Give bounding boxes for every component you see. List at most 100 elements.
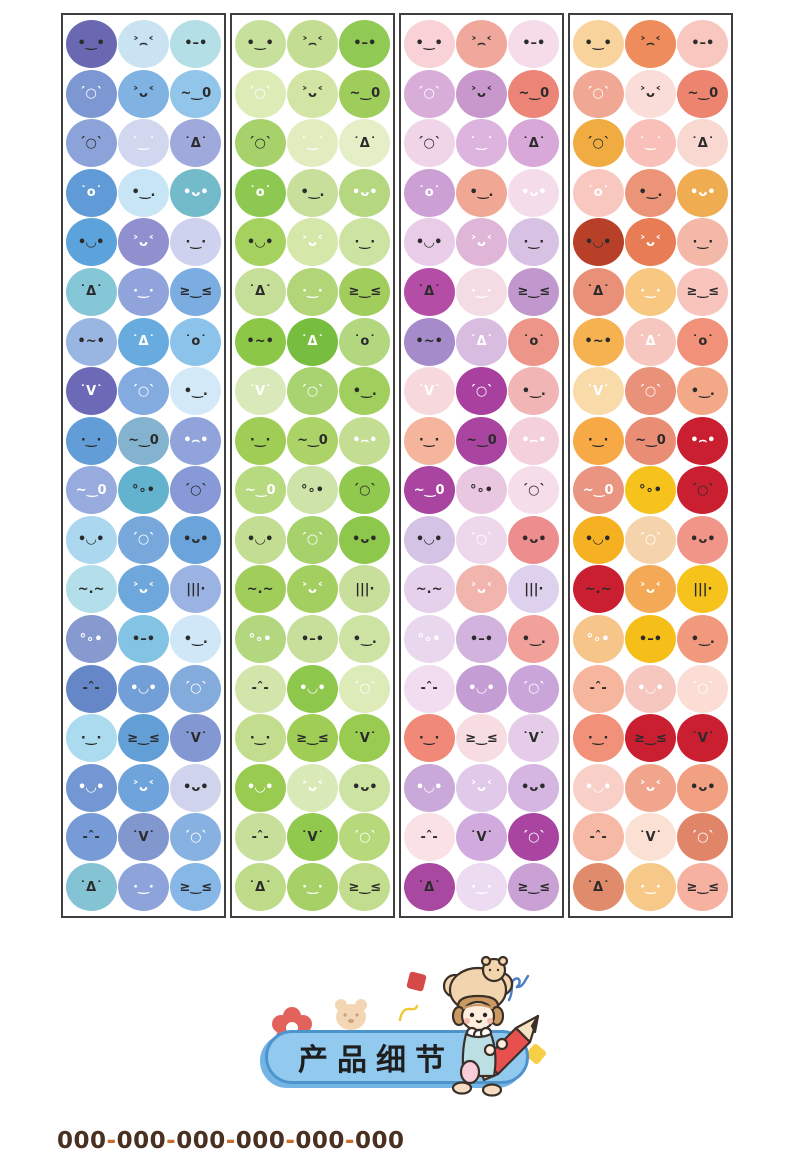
sticker-face: °∘• — [403, 615, 455, 664]
sticker-face: ·‿· — [65, 714, 117, 763]
sticker-face: °∘• — [234, 615, 286, 664]
sticker-face: ´○` — [170, 664, 222, 713]
sticker-face: ~.~ — [572, 565, 624, 614]
code-dash: - — [225, 1128, 236, 1154]
sticker-face: ˙Δ˙ — [170, 119, 222, 168]
sticker-face: ~.~ — [65, 565, 117, 614]
sticker-face: •ᴗ• — [170, 515, 222, 564]
sticker-face: -ˆ- — [65, 664, 117, 713]
sticker-face: ·‿· — [286, 267, 338, 316]
sticker-face: ˙Δ˙ — [508, 119, 560, 168]
sticker-face: •‿. — [170, 615, 222, 664]
sticker-face: ˙o˙ — [572, 168, 624, 217]
sticker-face: ´○` — [234, 69, 286, 118]
sticker-face: •‿. — [677, 367, 729, 416]
sticker-face: ˃ᴗ˂ — [455, 763, 507, 812]
sticker-face: ˙V˙ — [65, 367, 117, 416]
sticker-face: •◡• — [403, 763, 455, 812]
sticker-face: ´○` — [624, 515, 676, 564]
sticker-face: •◡• — [572, 515, 624, 564]
code-dash: - — [106, 1128, 117, 1154]
sticker-face: •⌢• — [170, 416, 222, 465]
sticker-face: ´○` — [339, 466, 391, 515]
sticker-face: •–• — [286, 615, 338, 664]
sticker-face: |||· — [508, 565, 560, 614]
sticker-face: •‿. — [286, 168, 338, 217]
sticker-face: •‿. — [624, 168, 676, 217]
sticker-face: ˙o˙ — [508, 317, 560, 366]
sticker-face: •ᴗ• — [677, 168, 729, 217]
code-digit: 0 — [176, 1128, 193, 1154]
sticker-face: ·‿· — [65, 416, 117, 465]
sticker-face: ´○` — [455, 367, 507, 416]
sticker-face: ´○` — [403, 119, 455, 168]
code-dash: - — [285, 1128, 296, 1154]
sticker-face: ˙V˙ — [286, 813, 338, 862]
sticker-face: ·‿· — [403, 416, 455, 465]
sticker-face: ˙V˙ — [339, 714, 391, 763]
sticker-face: •◡• — [572, 218, 624, 267]
sticker-face: •◡• — [572, 763, 624, 812]
sticker-face: ·‿· — [403, 714, 455, 763]
sticker-face: -ˆ- — [403, 813, 455, 862]
sticker-face: ˙Δ˙ — [65, 863, 117, 912]
sticker-face: •‿. — [170, 367, 222, 416]
sticker-face: ´○` — [508, 466, 560, 515]
sticker-face: •~• — [65, 317, 117, 366]
sticker-face: •ᴗ• — [339, 515, 391, 564]
sticker-face: ·‿· — [117, 863, 169, 912]
sticker-face: •–• — [508, 19, 560, 68]
sticker-face: ·‿· — [572, 416, 624, 465]
sticker-face: ˃ᴗ˂ — [624, 218, 676, 267]
sticker-face: ~‿0 — [403, 466, 455, 515]
sticker-face: ˙Δ˙ — [234, 267, 286, 316]
code-digit: 0 — [149, 1128, 167, 1154]
sticker-face: ´○` — [117, 367, 169, 416]
sticker-face: ~‿0 — [286, 416, 338, 465]
sticker-face: ˙o˙ — [403, 168, 455, 217]
code-digit: 0 — [388, 1128, 405, 1154]
code-digit: 0 — [235, 1128, 253, 1154]
sticker-face: ˃ᴗ˂ — [624, 763, 676, 812]
sticker-face: ˃ᴗ˂ — [455, 69, 507, 118]
sticker-face: ˙o˙ — [234, 168, 286, 217]
code-digit: 0 — [133, 1128, 150, 1154]
sticker-face: •ᴗ• — [170, 168, 222, 217]
sticker-face: •‿. — [677, 615, 729, 664]
sticker-face: ˃ᴗ˂ — [624, 565, 676, 614]
sticker-face: •ᴗ• — [677, 515, 729, 564]
sticker-face: •ᴗ• — [339, 763, 391, 812]
sticker-face: ´○` — [65, 119, 117, 168]
sticker-face: •‿. — [117, 168, 169, 217]
sticker-face: ≥‿≤ — [170, 267, 222, 316]
sticker-face: ·‿· — [572, 714, 624, 763]
sticker-face: ˙V˙ — [624, 813, 676, 862]
sticker-face: -ˆ- — [234, 813, 286, 862]
sticker-face: •~• — [572, 317, 624, 366]
sticker-face: ˃ᴗ˂ — [117, 69, 169, 118]
sticker-face: ´○` — [677, 466, 729, 515]
sticker-face: •◡• — [65, 763, 117, 812]
code-digit: 0 — [311, 1128, 329, 1154]
sticker-face: •‿. — [508, 367, 560, 416]
section-banner: 产品细节 — [253, 953, 565, 1105]
sticker-face: •–• — [455, 615, 507, 664]
code-digit: 0 — [209, 1128, 226, 1154]
sticker-face: °∘• — [65, 615, 117, 664]
sticker-face: ~‿0 — [572, 466, 624, 515]
sticker-face: ~‿0 — [65, 466, 117, 515]
sticker-face: •–• — [339, 19, 391, 68]
sticker-face: ˃ᴗ˂ — [286, 565, 338, 614]
sticker-face: |||· — [677, 565, 729, 614]
sticker-face: ˙V˙ — [234, 367, 286, 416]
sticker-face: ˃⌢˂ — [117, 19, 169, 68]
sticker-face: ˙‿˙ — [624, 119, 676, 168]
sticker-face: ˙‿˙ — [117, 119, 169, 168]
sticker-face: ·‿· — [234, 416, 286, 465]
sticker-face: ·‿· — [170, 218, 222, 267]
sticker-face: ´○` — [234, 119, 286, 168]
sticker-strip-blue: •‿• ˃⌢˂ •–• ´○` ˃ᴗ˂ ~‿0 ´○` ˙‿˙ ˙Δ˙ ˙o˙ •‿. •ᴗ• •◡• ˃… — [61, 13, 226, 918]
sticker-face: ~‿0 — [455, 416, 507, 465]
sticker-face: ˃ᴗ˂ — [286, 763, 338, 812]
sticker-face: ˃ᴗ˂ — [455, 565, 507, 614]
